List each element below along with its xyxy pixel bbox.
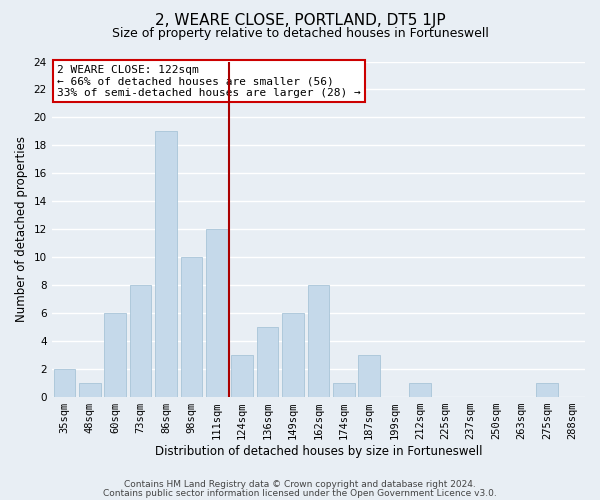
Bar xyxy=(130,285,151,397)
Y-axis label: Number of detached properties: Number of detached properties xyxy=(15,136,28,322)
Bar xyxy=(308,285,329,397)
X-axis label: Distribution of detached houses by size in Fortuneswell: Distribution of detached houses by size … xyxy=(155,444,482,458)
Text: Size of property relative to detached houses in Fortuneswell: Size of property relative to detached ho… xyxy=(112,28,488,40)
Bar xyxy=(104,313,126,396)
Bar xyxy=(181,257,202,396)
Text: 2 WEARE CLOSE: 122sqm
← 66% of detached houses are smaller (56)
33% of semi-deta: 2 WEARE CLOSE: 122sqm ← 66% of detached … xyxy=(57,65,361,98)
Bar xyxy=(257,327,278,396)
Bar xyxy=(282,313,304,396)
Text: Contains HM Land Registry data © Crown copyright and database right 2024.: Contains HM Land Registry data © Crown c… xyxy=(124,480,476,489)
Bar xyxy=(358,354,380,397)
Bar xyxy=(232,354,253,397)
Bar xyxy=(206,229,227,396)
Bar xyxy=(155,132,177,396)
Text: Contains public sector information licensed under the Open Government Licence v3: Contains public sector information licen… xyxy=(103,488,497,498)
Bar xyxy=(536,382,557,396)
Bar xyxy=(53,368,75,396)
Bar xyxy=(333,382,355,396)
Text: 2, WEARE CLOSE, PORTLAND, DT5 1JP: 2, WEARE CLOSE, PORTLAND, DT5 1JP xyxy=(155,12,445,28)
Bar xyxy=(409,382,431,396)
Bar xyxy=(79,382,101,396)
